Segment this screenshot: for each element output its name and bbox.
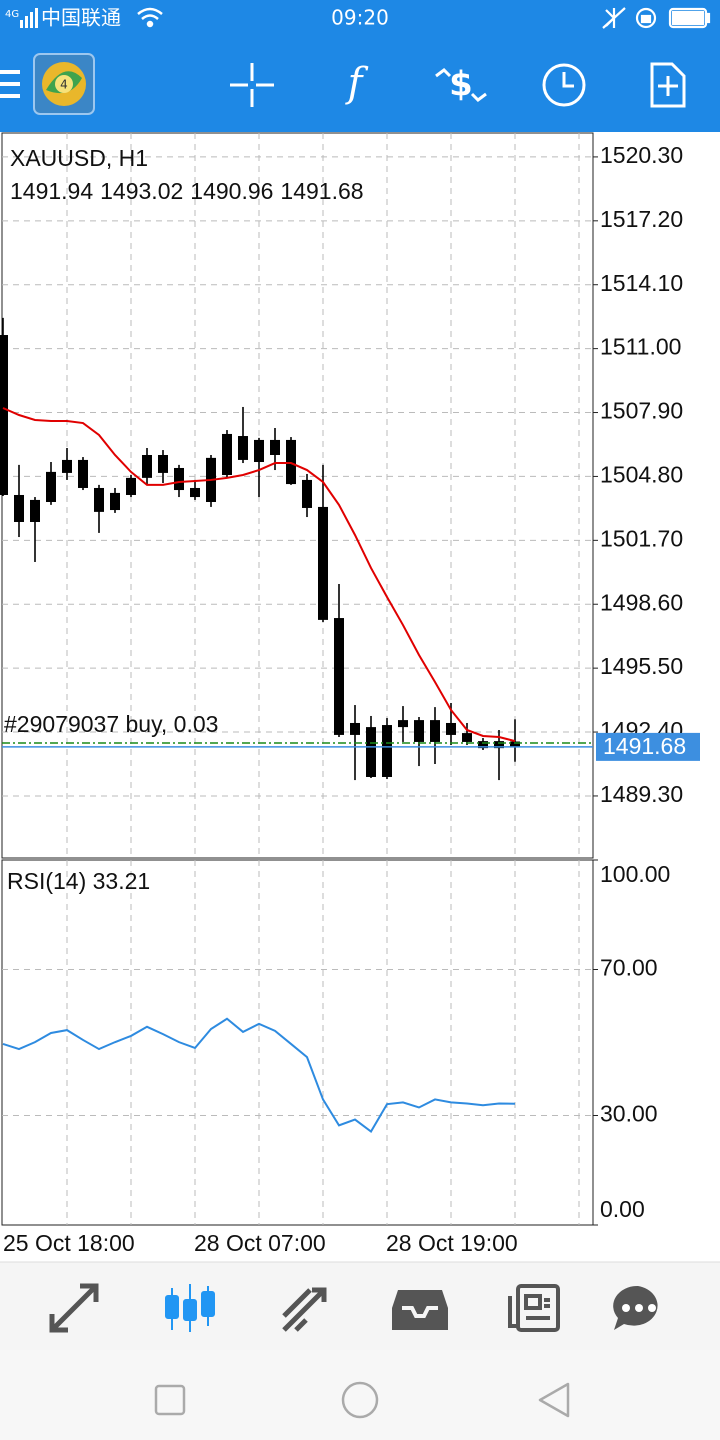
candle-body	[174, 467, 184, 491]
network: 4G	[5, 9, 19, 20]
candle-body	[302, 479, 312, 508]
y-tick-label: 100.00	[600, 861, 670, 887]
candle-body	[414, 720, 424, 742]
y-tick-label: 1504.80	[600, 462, 683, 488]
ohlc-readout: 1491.94 1493.02 1490.96 1491.68	[10, 178, 364, 204]
x-tick-label: 25 Oct 18:00	[3, 1230, 135, 1256]
order-label: #29079037 buy, 0.03	[4, 711, 218, 737]
quotes-tab[interactable]	[49, 1283, 99, 1333]
candle-body	[0, 335, 8, 495]
clock: 09:20	[331, 6, 389, 30]
candle-body	[30, 499, 40, 522]
system-nav	[0, 1350, 720, 1440]
candle-body	[94, 487, 104, 512]
candle-body	[222, 433, 232, 475]
signal-icon	[20, 8, 38, 28]
candle-body	[366, 727, 376, 777]
history-tab[interactable]	[392, 1290, 448, 1330]
trade-button[interactable]: $	[435, 65, 487, 105]
candle-body	[158, 454, 168, 473]
y-tick-label: 1498.60	[600, 589, 683, 615]
chart-tab[interactable]	[165, 1284, 215, 1332]
candle-body	[110, 492, 120, 511]
period-button[interactable]	[542, 63, 586, 107]
top-bar	[0, 0, 720, 132]
y-tick-label: 30.00	[600, 1101, 658, 1127]
candle-body	[190, 487, 200, 498]
ohlc-value: 1491.68	[280, 178, 363, 204]
candle-body	[78, 459, 88, 488]
rsi-line	[2, 1017, 516, 1134]
back-button[interactable]	[538, 1382, 570, 1418]
y-tick-label: 1489.30	[600, 781, 683, 807]
status-icons	[602, 7, 711, 29]
chat-tab[interactable]	[613, 1285, 658, 1330]
bottom-nav	[0, 1262, 720, 1350]
candle-body	[254, 439, 264, 463]
ohlc-value: 1493.02	[100, 178, 183, 204]
candle-body	[318, 506, 328, 620]
candle-body	[334, 618, 344, 735]
svg-text:$: $	[449, 65, 473, 105]
y-tick-label: 1511.00	[600, 334, 681, 360]
y-tick-label: 1495.50	[600, 653, 683, 679]
candle-body	[494, 741, 504, 749]
candle-body	[478, 741, 488, 749]
new-order-button[interactable]	[650, 62, 686, 108]
candle-body	[62, 459, 72, 473]
y-tick-label: 1501.70	[600, 525, 683, 551]
candle-body	[126, 477, 136, 495]
home-button[interactable]	[341, 1381, 379, 1419]
price-panel	[1, 132, 594, 859]
candle-body	[510, 741, 520, 747]
candle-body	[286, 439, 296, 485]
candle-body	[446, 722, 456, 735]
recents-button[interactable]	[154, 1384, 186, 1416]
y-tick-label: 1507.90	[600, 398, 683, 424]
ohlc-value: 1491.94	[10, 178, 93, 204]
candle-body	[270, 439, 280, 455]
bid-label-box	[596, 732, 700, 761]
bid-label: 1491.68	[603, 733, 686, 759]
chart-layer: 1520.30 1517.20 1514.10 1511.00 1507.90 1504.…	[0, 133, 700, 1256]
news-tab[interactable]	[508, 1284, 560, 1332]
candle-body	[350, 722, 360, 735]
moving-average	[2, 407, 516, 743]
app-icon[interactable]: 4	[33, 53, 95, 115]
crosshair-button[interactable]	[230, 63, 274, 107]
candle-body	[142, 454, 152, 478]
y-tick-label: 1514.10	[600, 270, 683, 296]
x-tick-label: 28 Oct 19:00	[386, 1230, 518, 1256]
ohlc-value: 1490.96	[190, 178, 273, 204]
y-tick-label: 70.00	[600, 955, 658, 981]
candle-body	[430, 720, 440, 742]
y-tick-label: 1517.20	[600, 206, 683, 232]
rsi-panel	[1, 859, 594, 1226]
candle-body	[462, 733, 472, 742]
candle-body	[14, 494, 24, 522]
menu-button[interactable]	[0, 70, 20, 98]
trade-tab[interactable]	[282, 1287, 327, 1332]
x-tick-label: 28 Oct 07:00	[194, 1230, 326, 1256]
candle-body	[238, 436, 248, 460]
rsi-title: RSI(14) 33.21	[7, 868, 150, 894]
candle-body	[46, 471, 56, 502]
wifi-icon	[137, 7, 163, 28]
candle-body	[382, 725, 392, 777]
candle-body	[398, 720, 408, 728]
y-tick-label: 0.00	[600, 1196, 645, 1222]
svg-text:4: 4	[60, 78, 68, 92]
chart-title: XAUUSD, H1	[10, 145, 148, 171]
carrier: 中国联通	[41, 6, 121, 30]
y-tick-label: 1520.30	[600, 142, 683, 168]
